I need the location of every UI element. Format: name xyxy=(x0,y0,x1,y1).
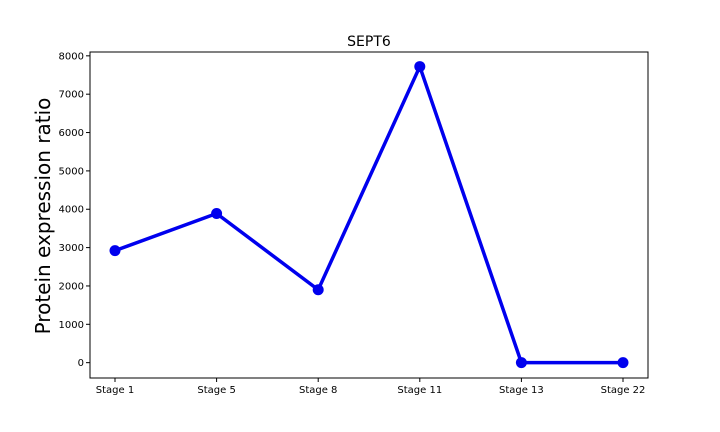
y-tick-label: 1000 xyxy=(59,320,84,331)
y-tick-label: 4000 xyxy=(59,205,84,216)
x-tick-label: Stage 11 xyxy=(397,385,442,396)
data-point xyxy=(617,357,629,369)
data-point xyxy=(414,61,426,73)
y-tick-label: 8000 xyxy=(59,51,84,62)
x-tick-label: Stage 13 xyxy=(499,385,544,396)
y-tick-label: 0 xyxy=(78,358,84,369)
chart-title: SEPT6 xyxy=(347,34,391,50)
x-tick-label: Stage 5 xyxy=(197,385,235,396)
x-tick-label: Stage 22 xyxy=(601,385,646,396)
plot-frame xyxy=(89,51,649,379)
y-axis-label: Protein expression ratio xyxy=(31,98,55,335)
y-tick-label: 5000 xyxy=(59,166,84,177)
series-line xyxy=(113,64,625,365)
plot-area: 0 1000 2000 3000 4000 5000 6000 7000 8000 Stage 1… xyxy=(59,51,649,396)
data-point xyxy=(109,245,121,257)
data-point xyxy=(515,357,527,369)
x-tick-label: Stage 1 xyxy=(96,385,134,396)
data-point xyxy=(312,284,324,296)
y-tick-label: 7000 xyxy=(59,90,84,101)
y-tick-label: 2000 xyxy=(59,281,84,292)
y-tick-label: 3000 xyxy=(59,243,84,254)
data-point xyxy=(211,207,223,219)
y-tick-label: 6000 xyxy=(59,128,84,139)
x-tick-label: Stage 8 xyxy=(299,385,337,396)
